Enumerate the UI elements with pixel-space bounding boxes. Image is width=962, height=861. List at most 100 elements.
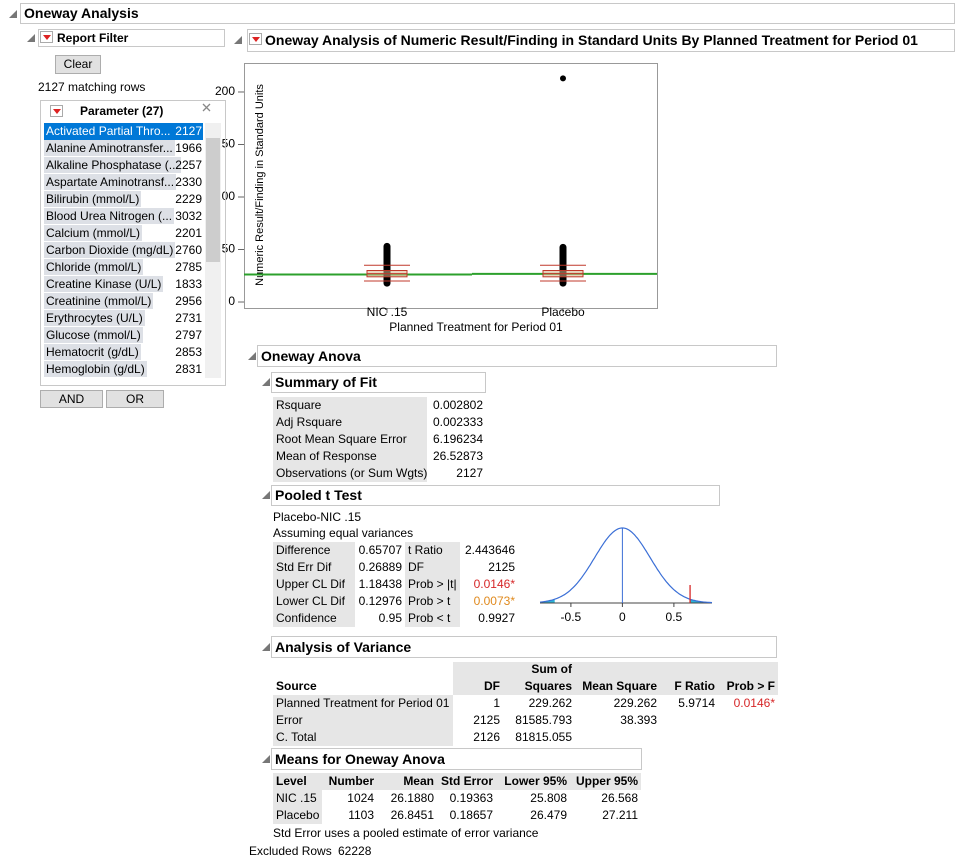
list-item-name[interactable]: Carbon Dioxide (mg/dL) xyxy=(44,242,175,258)
t-test-cell: Lower CL Dif xyxy=(273,593,355,610)
column-header: Lower 95% xyxy=(496,773,570,790)
list-item-name[interactable]: Erythrocytes (U/L) xyxy=(44,310,145,326)
outline-header[interactable]: Pooled t Test xyxy=(271,485,720,506)
y-tick-label: 0 xyxy=(228,294,235,308)
list-item-name[interactable]: Creatine Kinase (U/L) xyxy=(44,276,163,292)
anova-cell: 2125 xyxy=(453,712,503,729)
assumption-label: Assuming equal variances xyxy=(273,525,413,542)
fit-value: 0.002802 xyxy=(427,397,483,414)
list-item-count[interactable]: 2127 xyxy=(165,123,202,140)
list-item-count[interactable]: 2853 xyxy=(165,344,202,361)
plot-frame xyxy=(245,64,658,309)
anova-cell: 81815.055 xyxy=(503,729,575,746)
list-item-count[interactable]: 3032 xyxy=(165,208,202,225)
logic-button[interactable]: AND xyxy=(40,390,103,408)
outline-header[interactable]: Oneway Analysis of Numeric Result/Findin… xyxy=(247,29,955,52)
t-test-cell: Prob < t xyxy=(405,610,460,627)
curve-tick-label: 0 xyxy=(619,610,626,624)
means-cell: 26.8451 xyxy=(377,807,437,824)
outline-header[interactable]: Report Filter xyxy=(38,29,225,47)
disclosure-icon[interactable] xyxy=(248,352,256,360)
footer-value: 62228 xyxy=(338,843,371,860)
means-cell: 27.211 xyxy=(570,807,641,824)
outlier-point xyxy=(560,75,566,81)
column-header: F Ratio xyxy=(660,662,718,695)
means-cell: 1024 xyxy=(322,790,377,807)
disclosure-icon[interactable] xyxy=(234,36,242,44)
list-item-name[interactable]: Aspartate Aminotransf... xyxy=(44,174,176,190)
list-item-count[interactable]: 2956 xyxy=(165,293,202,310)
close-icon[interactable] xyxy=(201,101,213,113)
clear-button[interactable]: Clear xyxy=(55,55,101,74)
close-glyph[interactable] xyxy=(201,101,213,113)
y-tick-label: 200 xyxy=(215,84,235,98)
column-header: Level xyxy=(273,773,322,790)
list-item-name[interactable]: Activated Partial Thro... xyxy=(44,123,173,139)
list-item-count[interactable]: 2330 xyxy=(165,174,202,191)
outline-header[interactable]: Means for Oneway Anova xyxy=(271,748,642,770)
outline-header[interactable]: Oneway Analysis xyxy=(20,3,955,24)
column-header: Number xyxy=(322,773,377,790)
anova-cell: Error xyxy=(273,712,453,729)
list-item-name[interactable]: Creatinine (mmol/L) xyxy=(44,293,153,309)
t-test-cell: Upper CL Dif xyxy=(273,576,355,593)
list-item-count[interactable]: 2797 xyxy=(165,327,202,344)
list-item-count[interactable]: 2760 xyxy=(165,242,202,259)
outline-header[interactable]: Summary of Fit xyxy=(271,372,486,393)
list-item-count[interactable]: 1833 xyxy=(165,276,202,293)
anova-cell: Planned Treatment for Period 01 xyxy=(273,695,453,712)
list-item-name[interactable]: Blood Urea Nitrogen (... xyxy=(44,208,174,224)
logic-button[interactable]: OR xyxy=(106,390,164,408)
list-item-name[interactable]: Alanine Aminotransfer... xyxy=(44,140,175,156)
list-item-name[interactable]: Chloride (mmol/L) xyxy=(44,259,143,275)
t-test-cell: 2125 xyxy=(460,559,515,576)
outline-header[interactable]: Oneway Anova xyxy=(257,345,777,367)
disclosure-icon[interactable] xyxy=(262,378,270,386)
column-header: Mean Square xyxy=(575,662,660,695)
disclosure-icon[interactable] xyxy=(262,643,270,651)
x-tick-label: NIC .15 xyxy=(367,305,408,319)
fit-value: 0.002333 xyxy=(427,414,483,431)
list-item-count[interactable]: 2201 xyxy=(165,225,202,242)
curve-tick-label: -0.5 xyxy=(561,610,582,624)
disclosure-icon[interactable] xyxy=(27,34,35,42)
fit-label: Mean of Response xyxy=(273,448,427,465)
menu-icon-arrow[interactable] xyxy=(53,109,61,114)
fit-value: 6.196234 xyxy=(427,431,483,448)
matching-rows: 2127 matching rows xyxy=(38,79,145,96)
x-tick-label: Placebo xyxy=(541,305,585,319)
anova-cell: 81585.793 xyxy=(503,712,575,729)
list-item-count[interactable]: 2229 xyxy=(165,191,202,208)
t-test-cell: t Ratio xyxy=(405,542,460,559)
list-item-count[interactable]: 1966 xyxy=(165,140,202,157)
list-item-name[interactable]: Hematocrit (g/dL) xyxy=(44,344,141,360)
means-cell: 1103 xyxy=(322,807,377,824)
list-item-count[interactable]: 2785 xyxy=(165,259,202,276)
column-header: Source xyxy=(273,662,453,695)
list-item-count[interactable]: 2257 xyxy=(165,157,202,174)
list-item-count[interactable]: 2831 xyxy=(165,361,202,378)
list-item-name[interactable]: Hemoglobin (g/dL) xyxy=(44,361,147,377)
disclosure-icon[interactable] xyxy=(262,755,270,763)
list-item-count[interactable]: 2731 xyxy=(165,310,202,327)
t-test-cell: Prob > |t| xyxy=(405,576,460,593)
y-axis-label: Numeric Result/Finding in Standard Units xyxy=(254,84,266,286)
t-test-cell: 0.0146* xyxy=(460,576,515,593)
column-header: Std Error xyxy=(437,773,496,790)
column-header: Sum of Squares xyxy=(503,662,575,695)
disclosure-icon[interactable] xyxy=(9,10,17,18)
t-test-cell: 0.12976 xyxy=(355,593,402,610)
anova-cell: 0.0146* xyxy=(718,695,778,712)
list-item-name[interactable]: Calcium (mmol/L) xyxy=(44,225,142,241)
means-cell: 26.479 xyxy=(496,807,570,824)
means-cell: 0.18657 xyxy=(437,807,496,824)
outline-header[interactable]: Analysis of Variance xyxy=(271,636,777,658)
means-cell: 0.19363 xyxy=(437,790,496,807)
disclosure-icon[interactable] xyxy=(262,491,270,499)
list-item-name[interactable]: Bilirubin (mmol/L) xyxy=(44,191,141,207)
scrollbar-thumb[interactable] xyxy=(206,138,220,262)
list-item-name[interactable]: Glucose (mmol/L) xyxy=(44,327,143,343)
fit-label: Observations (or Sum Wgts) xyxy=(273,465,427,482)
means-cell: Placebo xyxy=(273,807,322,824)
list-item-name[interactable]: Alkaline Phosphatase (... xyxy=(44,157,181,173)
